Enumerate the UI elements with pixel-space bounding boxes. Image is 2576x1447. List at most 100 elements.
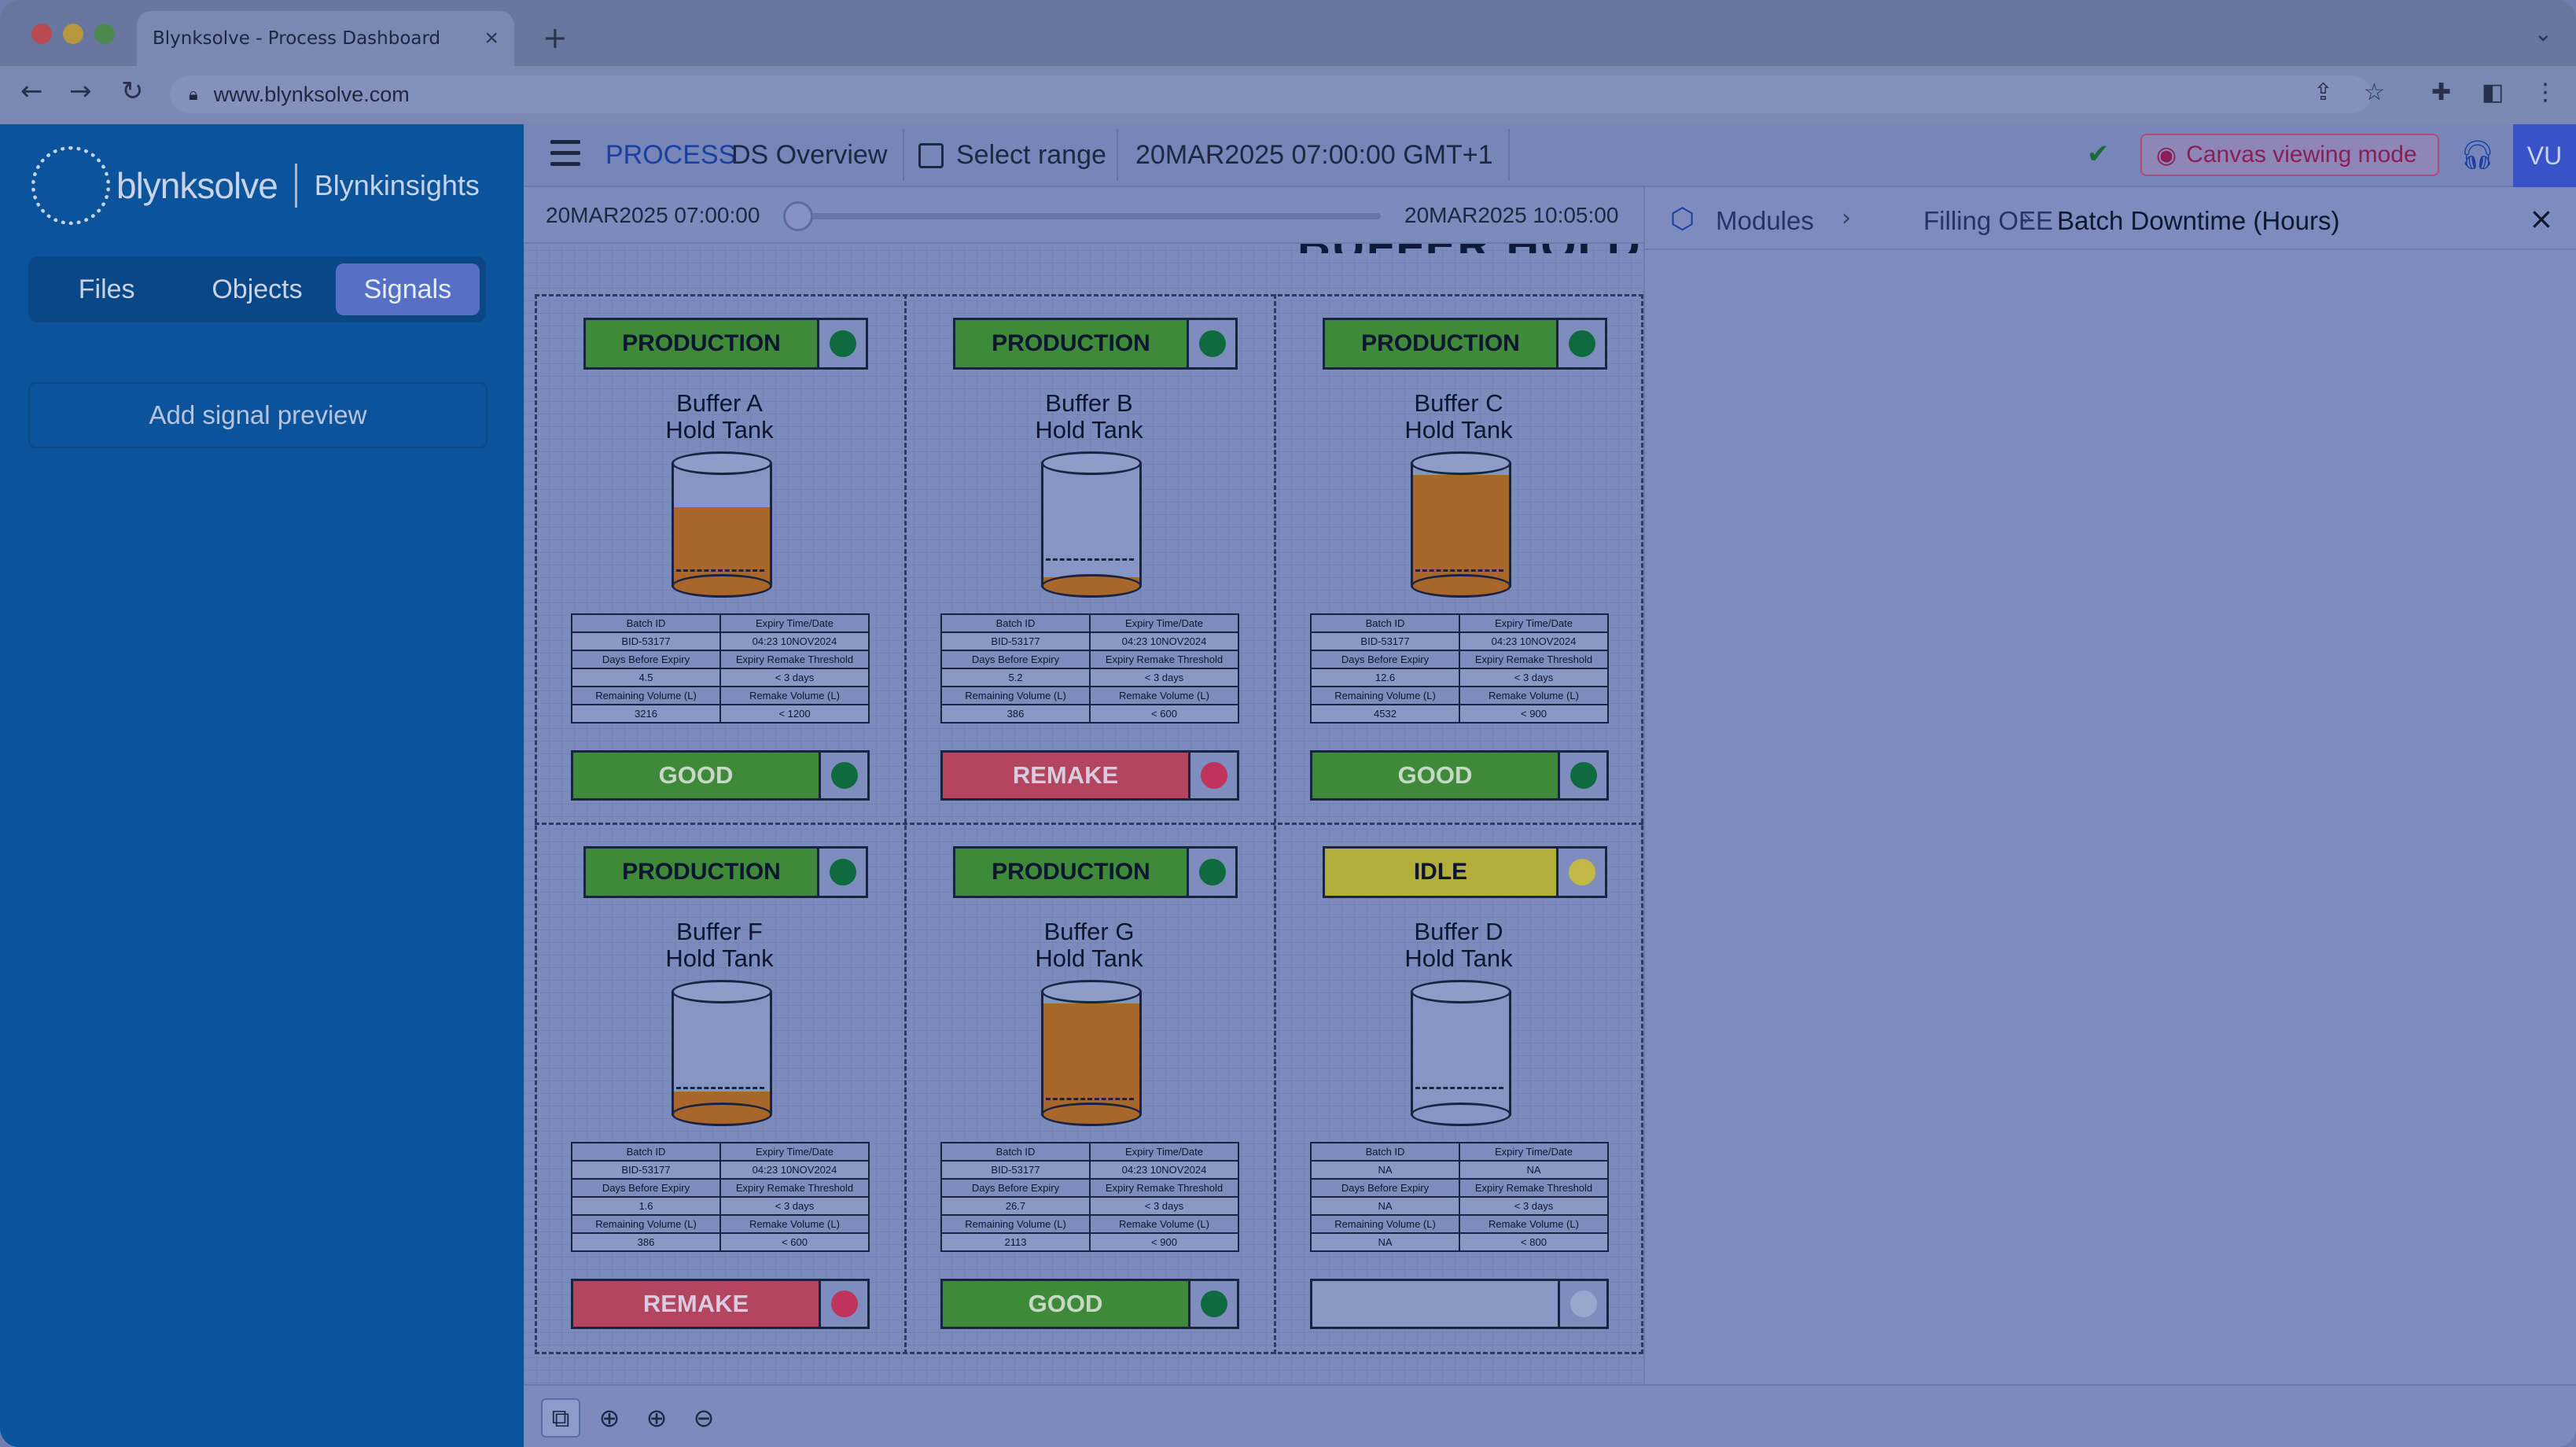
timeline-slider-handle[interactable] bbox=[783, 201, 813, 231]
zoom-out-icon[interactable]: ⊖ bbox=[693, 1403, 715, 1433]
new-tab-icon[interactable]: + bbox=[543, 20, 568, 55]
forward-icon[interactable]: → bbox=[69, 75, 92, 107]
header-remake-volume: Remake Volume (L) bbox=[1089, 686, 1239, 705]
tank-name-line2: Hold Tank bbox=[1404, 944, 1513, 972]
expiry-value: 04:23 10NOV2024 bbox=[719, 631, 870, 651]
maximize-window-icon[interactable] bbox=[94, 24, 115, 44]
tank-graphic bbox=[1411, 980, 1511, 1126]
connect-icon[interactable]: ⧉ bbox=[541, 1398, 580, 1438]
zoom-in-icon[interactable]: ⊕ bbox=[646, 1403, 668, 1433]
remake-volume-value: < 900 bbox=[1459, 704, 1609, 724]
bookmark-star-icon[interactable]: ☆ bbox=[2364, 79, 2385, 106]
result-badge: GOOD bbox=[1310, 750, 1609, 801]
days-value: 4.5 bbox=[571, 668, 721, 687]
tank-name: Buffer B Hold Tank bbox=[904, 390, 1274, 444]
tab-close-icon[interactable]: × bbox=[484, 25, 499, 51]
batch-table: Batch ID Expiry Time/Date BID-53177 04:23 … bbox=[1310, 613, 1609, 724]
header-remaining: Remaining Volume (L) bbox=[571, 1214, 721, 1234]
days-value: 5.2 bbox=[940, 668, 1091, 687]
sidebar-icon[interactable]: ◧ bbox=[2482, 79, 2504, 106]
header-expiry: Expiry Time/Date bbox=[719, 613, 870, 633]
kebab-menu-icon[interactable]: ⋮ bbox=[2534, 79, 2557, 106]
header-threshold: Expiry Remake Threshold bbox=[1459, 1178, 1609, 1198]
header-batch-id: Batch ID bbox=[940, 1142, 1091, 1162]
close-panel-icon[interactable]: × bbox=[2529, 201, 2554, 236]
result-indicator bbox=[1558, 1281, 1606, 1327]
back-icon[interactable]: ← bbox=[20, 75, 43, 107]
remaining-value: 2113 bbox=[940, 1232, 1091, 1252]
canvas-toolbar bbox=[524, 1384, 2576, 1447]
reload-icon[interactable]: ↻ bbox=[121, 75, 144, 107]
batch-table: Batch ID Expiry Time/Date BID-53177 04:23 … bbox=[940, 613, 1239, 724]
threshold-value: < 3 days bbox=[1459, 668, 1609, 687]
tab-files[interactable]: Files bbox=[78, 274, 135, 304]
header-days: Days Before Expiry bbox=[1310, 650, 1460, 669]
close-window-icon[interactable] bbox=[31, 24, 52, 44]
status-label: PRODUCTION bbox=[1325, 320, 1556, 367]
tank-fill bbox=[1043, 1003, 1139, 1113]
timeline-slider-track[interactable] bbox=[796, 213, 1381, 219]
expiry-value: 04:23 10NOV2024 bbox=[1459, 631, 1609, 651]
canvas-viewing-mode-button[interactable]: ◉ Canvas viewing mode bbox=[2140, 134, 2439, 176]
brand-logo: blynksolve Blynkinsights bbox=[31, 146, 480, 225]
status-indicator bbox=[817, 849, 866, 896]
header-batch-id: Batch ID bbox=[940, 613, 1091, 633]
product-name: Blynkinsights bbox=[314, 169, 480, 201]
expiry-value: 04:23 10NOV2024 bbox=[1089, 631, 1239, 651]
hamburger-menu-icon[interactable] bbox=[550, 140, 580, 167]
header-remaining: Remaining Volume (L) bbox=[940, 1214, 1091, 1234]
recenter-icon[interactable]: ⊕ bbox=[598, 1403, 620, 1433]
minimize-window-icon[interactable] bbox=[63, 24, 83, 44]
tab-objects[interactable]: Objects bbox=[212, 274, 303, 304]
threshold-value: < 3 days bbox=[719, 668, 870, 687]
header-threshold: Expiry Remake Threshold bbox=[719, 1178, 870, 1198]
breadcrumb-section[interactable]: PROCESS bbox=[605, 140, 737, 170]
browser-tab[interactable]: Blynksolve - Process Dashboard × bbox=[137, 11, 514, 66]
sidebar bbox=[0, 124, 524, 1447]
status-badge: PRODUCTION bbox=[1323, 318, 1607, 370]
breadcrumb-modules[interactable]: Modules bbox=[1716, 206, 1814, 235]
tab-signals[interactable]: Signals bbox=[335, 263, 480, 315]
header-remake-volume: Remake Volume (L) bbox=[1089, 1214, 1239, 1234]
header-days: Days Before Expiry bbox=[940, 1178, 1091, 1198]
url-bar[interactable]: 🔒︎ www.blynksolve.com bbox=[170, 75, 2372, 113]
tank-name-line1: Buffer G bbox=[1043, 918, 1135, 945]
tank-name-line1: Buffer C bbox=[1414, 389, 1503, 417]
header-remaining: Remaining Volume (L) bbox=[571, 686, 721, 705]
date-value[interactable]: 20MAR2025 07:00:00 GMT+1 bbox=[1135, 140, 1493, 170]
tank-name-line1: Buffer B bbox=[1045, 389, 1133, 417]
tank-name: Buffer A Hold Tank bbox=[535, 390, 904, 444]
divider bbox=[903, 129, 904, 181]
status-dot-icon bbox=[1198, 859, 1226, 886]
status-label: PRODUCTION bbox=[586, 849, 817, 896]
browser-tab-bar: Blynksolve - Process Dashboard × + ⌄ bbox=[0, 0, 2576, 66]
remake-volume-value: < 600 bbox=[719, 1232, 870, 1252]
result-dot-icon bbox=[1200, 1291, 1227, 1317]
tank-card: PRODUCTION Buffer B Hold Tank Batch ID Exp… bbox=[904, 294, 1274, 824]
page-title: DS Overview bbox=[731, 140, 888, 170]
double-check-icon: ✔ bbox=[2087, 138, 2110, 170]
divider bbox=[1508, 129, 1510, 181]
cube-icon: ⬡ bbox=[1670, 203, 1695, 235]
share-icon[interactable]: ⇪ bbox=[2313, 79, 2334, 106]
add-signal-preview-button[interactable]: Add signal preview bbox=[28, 382, 488, 448]
breadcrumb-filling-oee[interactable]: Filling OEE bbox=[1923, 206, 2054, 235]
threshold-value: < 3 days bbox=[719, 1196, 870, 1216]
chevron-right-icon: › bbox=[2022, 204, 2032, 232]
remaining-value: 4532 bbox=[1310, 704, 1460, 724]
tank-card: PRODUCTION Buffer G Hold Tank Batch ID Exp… bbox=[904, 823, 1274, 1353]
eye-icon: ◉ bbox=[2156, 141, 2177, 169]
grid-divider bbox=[535, 823, 1643, 825]
status-dot-icon bbox=[829, 859, 856, 886]
batch-table: Batch ID Expiry Time/Date NA NA Days Befor… bbox=[1310, 1142, 1609, 1252]
result-label bbox=[1312, 1281, 1558, 1327]
chevron-right-icon: › bbox=[1842, 204, 1851, 232]
remaining-value: NA bbox=[1310, 1232, 1460, 1252]
tank-card: PRODUCTION Buffer C Hold Tank Batch ID Exp… bbox=[1274, 294, 1643, 824]
extensions-icon[interactable]: ✚ bbox=[2431, 79, 2452, 106]
headset-icon[interactable]: 🎧︎ bbox=[2460, 139, 2496, 171]
tab-menu-icon[interactable]: ⌄ bbox=[2534, 20, 2552, 46]
avatar[interactable]: VU bbox=[2513, 124, 2576, 187]
select-range-button[interactable]: Select range bbox=[918, 140, 1106, 171]
tank-name-line2: Hold Tank bbox=[665, 416, 774, 444]
